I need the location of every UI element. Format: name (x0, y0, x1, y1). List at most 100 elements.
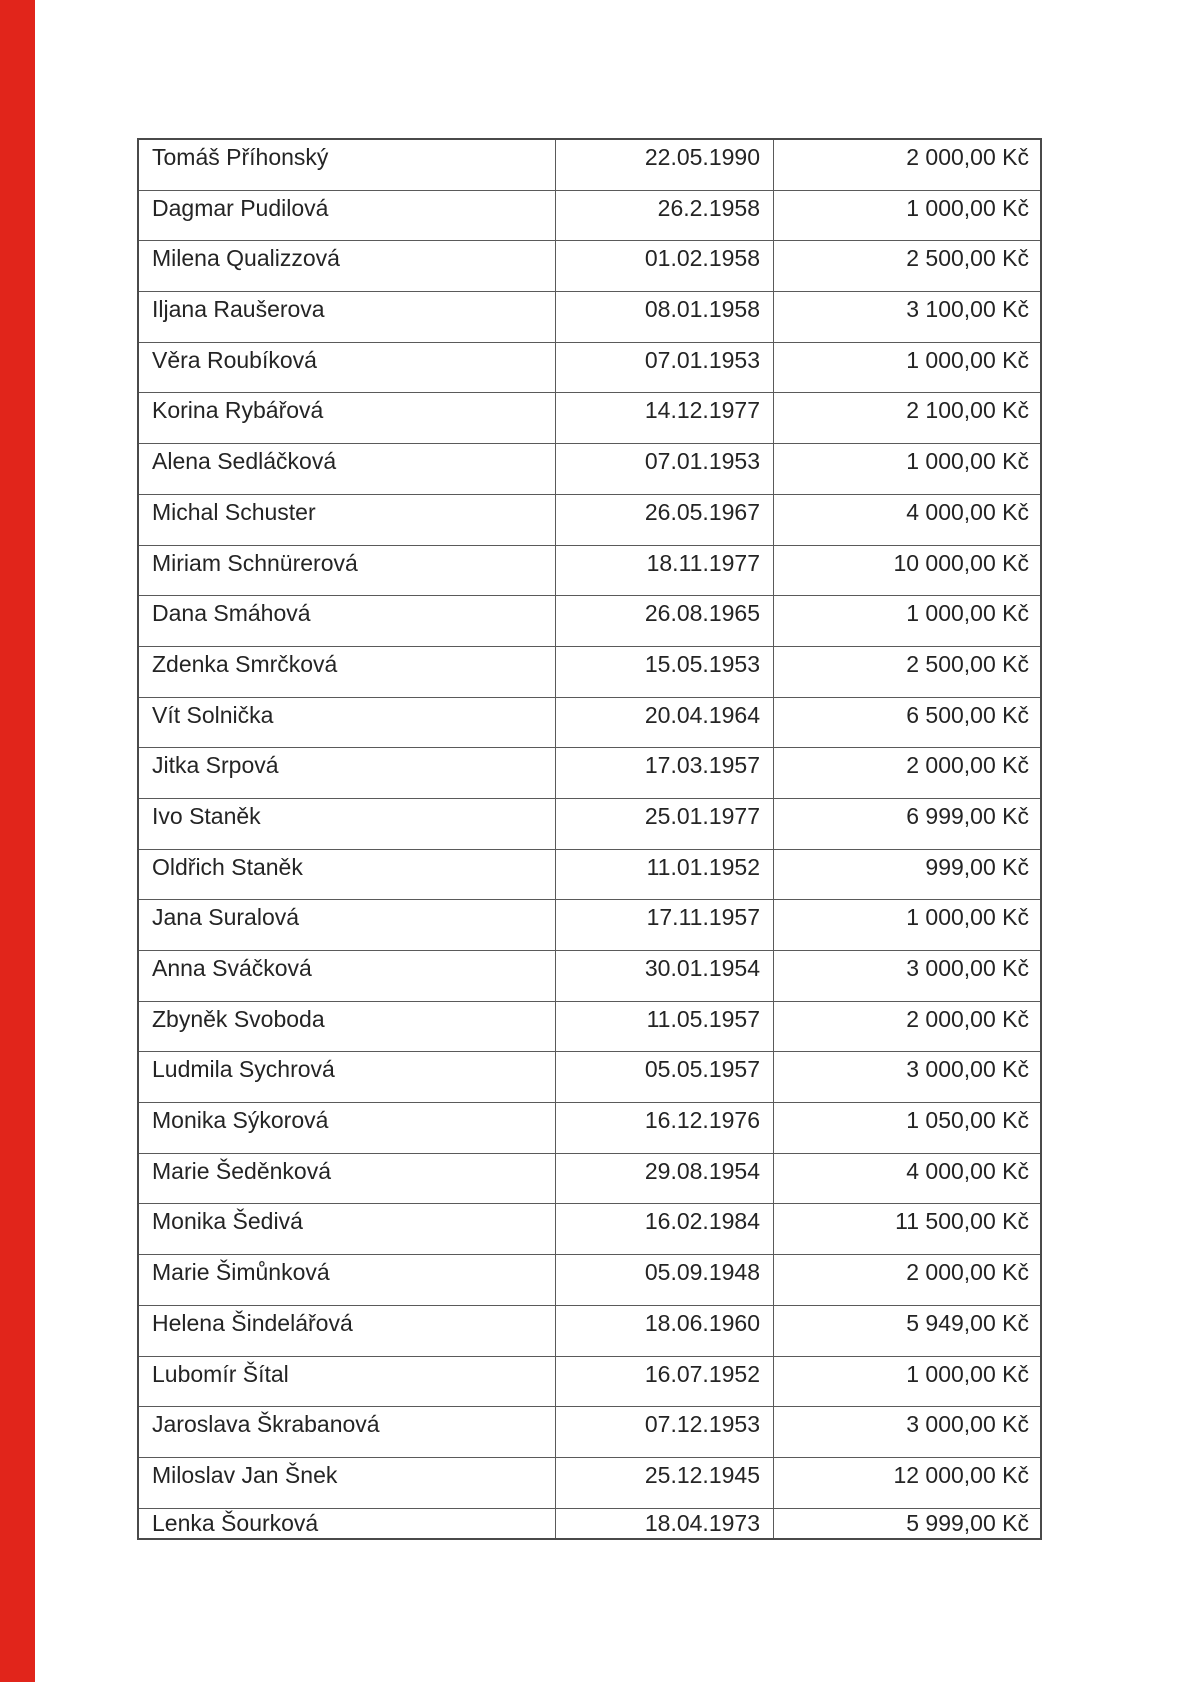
amount-cell: 6 999,00 Kč (773, 798, 1040, 849)
name-cell: Milena Qualizzová (152, 245, 340, 272)
birthdate-cell: 15.05.1953 (555, 646, 773, 697)
birthdate-cell: 18.06.1960 (555, 1305, 773, 1356)
table-row: Monika Sýkorová 16.12.1976 1 050,00 Kč (139, 1103, 1040, 1154)
table-row: Miriam Schnürerová 18.11.1977 10 000,00 Kč (139, 545, 1040, 597)
amount-cell: 1 000,00 Kč (773, 596, 1040, 646)
name-cell: Zbyněk Svoboda (152, 1005, 325, 1032)
name-cell: Oldřich Staněk (152, 853, 303, 880)
amount-cell: 4 000,00 Kč (773, 1153, 1040, 1204)
table-row: Věra Roubíková 07.01.1953 1 000,00 Kč (139, 342, 1040, 394)
amount-cell: 2 500,00 Kč (773, 241, 1040, 292)
persons-amounts-table: Tomáš Příhonský 22.05.1990 2 000,00 Kč Dagm… (137, 138, 1042, 1540)
amount-cell: 3 000,00 Kč (773, 951, 1040, 1001)
amount-cell: 10 000,00 Kč (773, 545, 1040, 596)
birthdate-cell: 07.01.1953 (555, 444, 773, 494)
birthdate-cell: 11.01.1952 (555, 849, 773, 900)
name-cell: Michal Schuster (152, 498, 316, 525)
amount-cell: 1 000,00 Kč (773, 900, 1040, 950)
amount-cell: 12 000,00 Kč (773, 1457, 1040, 1508)
birthdate-cell: 30.01.1954 (555, 951, 773, 1001)
table-row: Lubomír Šítal 16.07.1952 1 000,00 Kč (139, 1356, 1040, 1408)
table-row: Ivo Staněk 25.01.1977 6 999,00 Kč (139, 798, 1040, 850)
name-cell: Ludmila Sychrová (152, 1056, 335, 1083)
name-cell: Zdenka Smrčková (152, 650, 338, 677)
table-row: Korina Rybářová 14.12.1977 2 100,00 Kč (139, 393, 1040, 445)
birthdate-cell: 18.04.1973 (555, 1508, 773, 1538)
table-row: Tomáš Příhonský 22.05.1990 2 000,00 Kč (139, 140, 1040, 191)
name-cell: Marie Šeděnková (152, 1157, 331, 1184)
name-cell: Miriam Schnürerová (152, 549, 358, 576)
amount-cell: 3 000,00 Kč (773, 1052, 1040, 1103)
amount-cell: 3 100,00 Kč (773, 292, 1040, 342)
table-row: Oldřich Staněk 11.01.1952 999,00 Kč (139, 849, 1040, 901)
birthdate-cell: 26.2.1958 (555, 190, 773, 241)
birthdate-cell: 16.07.1952 (555, 1356, 773, 1407)
birthdate-cell: 22.05.1990 (555, 140, 773, 190)
name-cell: Jitka Srpová (152, 752, 279, 779)
name-cell: Helena Šindelářová (152, 1309, 353, 1336)
table-row: Marie Šeděnková 29.08.1954 4 000,00 Kč (139, 1153, 1040, 1205)
birthdate-cell: 05.09.1948 (555, 1255, 773, 1305)
table-row: Michal Schuster 26.05.1967 4 000,00 Kč (139, 494, 1040, 546)
name-cell: Marie Šimůnková (152, 1259, 330, 1286)
birthdate-cell: 01.02.1958 (555, 241, 773, 292)
amount-cell: 999,00 Kč (773, 849, 1040, 900)
table-row: Zbyněk Svoboda 11.05.1957 2 000,00 Kč (139, 1001, 1040, 1053)
scan-edge-stripe (0, 0, 35, 1682)
name-cell: Jana Suralová (152, 904, 300, 931)
birthdate-cell: 29.08.1954 (555, 1153, 773, 1204)
name-cell: Lenka Šourková (152, 1509, 319, 1536)
table-row: Lenka Šourková 18.04.1973 5 999,00 Kč (139, 1508, 1040, 1538)
birthdate-cell: 11.05.1957 (555, 1001, 773, 1052)
name-cell: Jaroslava Škrabanová (152, 1411, 380, 1438)
amount-cell: 5 999,00 Kč (773, 1508, 1040, 1538)
amount-cell: 2 500,00 Kč (773, 646, 1040, 697)
name-cell: Alena Sedláčková (152, 448, 337, 475)
amount-cell: 1 000,00 Kč (773, 342, 1040, 393)
amount-cell: 5 949,00 Kč (773, 1305, 1040, 1356)
amount-cell: 2 000,00 Kč (773, 748, 1040, 798)
name-cell: Monika Šedivá (152, 1208, 303, 1235)
table-row: Vít Solnička 20.04.1964 6 500,00 Kč (139, 697, 1040, 749)
birthdate-cell: 18.11.1977 (555, 545, 773, 596)
name-cell: Anna Sváčková (152, 955, 312, 981)
amount-cell: 2 100,00 Kč (773, 393, 1040, 444)
table-row: Alena Sedláčková 07.01.1953 1 000,00 Kč (139, 444, 1040, 495)
table-row: Miloslav Jan Šnek 25.12.1945 12 000,00 Kč (139, 1457, 1040, 1509)
table-row: Monika Šedivá 16.02.1984 11 500,00 Kč (139, 1204, 1040, 1256)
name-cell: Monika Sýkorová (152, 1107, 329, 1134)
name-cell: Lubomír Šítal (152, 1360, 289, 1387)
table-row: Helena Šindelářová 18.06.1960 5 949,00 Kč (139, 1305, 1040, 1357)
name-cell: Vít Solnička (152, 701, 274, 728)
amount-cell: 6 500,00 Kč (773, 697, 1040, 748)
name-cell: Dana Smáhová (152, 600, 311, 627)
name-cell: Dagmar Pudilová (152, 194, 329, 221)
amount-cell: 4 000,00 Kč (773, 494, 1040, 545)
amount-cell: 11 500,00 Kč (773, 1204, 1040, 1255)
table-row: Anna Sváčková 30.01.1954 3 000,00 Kč (139, 951, 1040, 1002)
table-row: Jitka Srpová 17.03.1957 2 000,00 Kč (139, 748, 1040, 799)
birthdate-cell: 16.02.1984 (555, 1204, 773, 1255)
birthdate-cell: 14.12.1977 (555, 393, 773, 444)
name-cell: Věra Roubíková (152, 346, 317, 373)
birthdate-cell: 07.01.1953 (555, 342, 773, 393)
name-cell: Iljana Raušerova (152, 296, 325, 323)
birthdate-cell: 17.03.1957 (555, 748, 773, 798)
name-cell: Ivo Staněk (152, 802, 261, 829)
table-row: Jaroslava Škrabanová 07.12.1953 3 000,00 K… (139, 1407, 1040, 1458)
birthdate-cell: 07.12.1953 (555, 1407, 773, 1457)
amount-cell: 2 000,00 Kč (773, 1255, 1040, 1305)
birthdate-cell: 08.01.1958 (555, 292, 773, 342)
name-cell: Miloslav Jan Šnek (152, 1461, 338, 1488)
birthdate-cell: 26.05.1967 (555, 494, 773, 545)
table-row: Jana Suralová 17.11.1957 1 000,00 Kč (139, 900, 1040, 951)
birthdate-cell: 25.12.1945 (555, 1457, 773, 1508)
table-row: Dagmar Pudilová 26.2.1958 1 000,00 Kč (139, 190, 1040, 242)
table-row: Dana Smáhová 26.08.1965 1 000,00 Kč (139, 596, 1040, 647)
amount-cell: 1 000,00 Kč (773, 1356, 1040, 1407)
birthdate-cell: 20.04.1964 (555, 697, 773, 748)
name-cell: Korina Rybářová (152, 397, 324, 424)
amount-cell: 1 000,00 Kč (773, 444, 1040, 494)
name-cell: Tomáš Příhonský (152, 144, 329, 170)
